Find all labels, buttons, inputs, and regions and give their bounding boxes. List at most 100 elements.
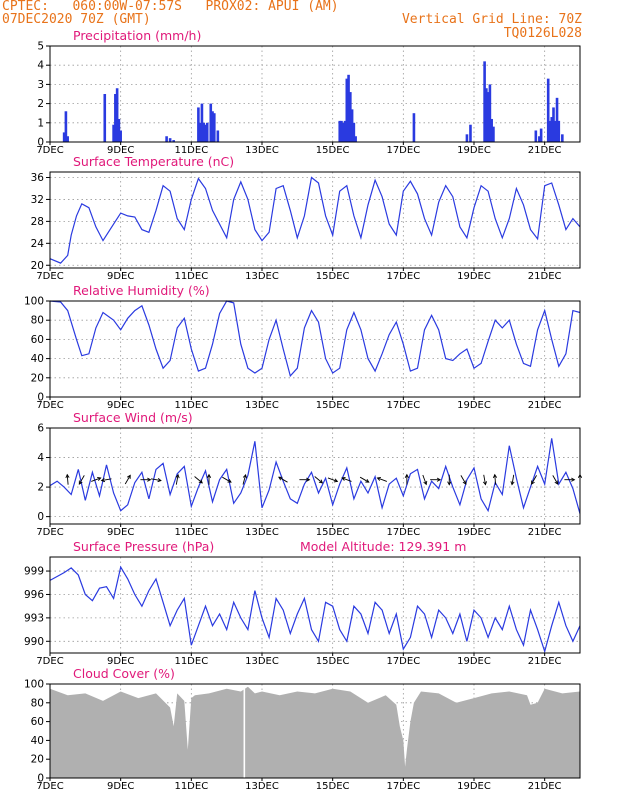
x-tick-label: 11DEC [174,145,208,156]
wind-arrow-shaft [314,476,323,484]
wind-arrow-head [531,480,535,485]
wind-arrow-head [447,481,452,486]
wind-arrow-head [510,481,515,486]
header-date-line: 07DEC2020 70Z (GMT) [2,12,151,27]
x-tick-label: 19DEC [457,400,491,411]
precip-bar [534,130,538,142]
wind-arrow [359,476,370,483]
y-tick-label: 4 [37,60,44,72]
x-tick-label: 7DEC [36,400,63,411]
model-altitude-label: Model Altitude: 129.391 m [300,539,466,554]
x-tick-label: 15DEC [316,400,350,411]
y-tick-label: 993 [24,612,44,624]
precip-bar [354,136,357,142]
panel-5: 0 20 40 60 80 100 7DEC 9DEC 11DEC 13DEC 15DEC 17DEC… [24,666,581,792]
y-tick-label: 24 [31,238,45,250]
precip-bar [343,120,347,142]
precip-bar [62,132,66,142]
precip-bar [469,124,472,142]
precip-bar [117,118,121,142]
y-tick-label: 0 [37,137,44,149]
y-tick-label: 100 [24,296,44,308]
y-tick-label: 20 [31,372,44,384]
wind-arrow-head [242,473,247,479]
x-tick-label: 17DEC [386,400,420,411]
x-tick-label: 11DEC [174,400,208,411]
panel-3: 0 2 4 6 7DEC 9DEC 11DEC 13DEC 15DEC 17DEC 19DEC 21D… [36,410,583,538]
precip-bar [115,88,119,142]
wind-arrow-shaft [483,474,486,485]
x-tick-label: 21DEC [528,145,562,156]
y-tick-label: 80 [31,315,44,327]
x-tick-label: 11DEC [174,781,208,792]
wind-arrow-head [462,480,467,485]
wind-arrow [460,475,467,485]
wind-arrow [278,476,288,483]
wind-arrow-head [227,478,232,483]
y-tick-label: 0 [37,511,44,523]
y-tick-label: 80 [31,697,44,709]
wind-arrow [482,474,488,486]
precip-bar [352,122,356,142]
precip-bar [553,120,557,142]
x-tick-label: 19DEC [457,271,491,282]
wind-arrow-shaft [101,478,112,482]
precip-bar [64,111,68,142]
wind-arrow-shaft [531,475,537,485]
y-tick-label: 40 [31,735,44,747]
precip-bar [168,138,172,142]
x-tick-label: 9DEC [107,400,134,411]
wind-arrow [299,477,311,482]
x-tick-label: 21DEC [528,400,562,411]
y-tick-label: 20 [31,260,44,272]
x-tick-label: 15DEC [316,781,350,792]
precip-bar [114,94,117,142]
series-line-1 [49,176,581,264]
wind-arrow-head [404,473,409,478]
wind-arrow [100,478,112,483]
precip-bar [490,118,493,142]
x-tick-label: 13DEC [245,271,279,282]
wind-arrow-shaft [511,474,515,485]
precip-bar [465,134,469,142]
x-tick-label: 13DEC [245,145,279,156]
precip-bar [557,120,561,142]
y-tick-label: 60 [31,716,44,728]
x-tick-label: 9DEC [107,271,134,282]
x-tick-label: 17DEC [386,656,420,667]
y-tick-label: 996 [24,589,44,601]
precip-bar [349,92,352,142]
panel-title: Surface Wind (m/s) [73,410,193,425]
wind-arrow-shaft [150,478,162,482]
x-tick-label: 11DEC [174,527,208,538]
model-code: TQ0126L028 [503,26,582,41]
wind-arrow [194,476,203,484]
wind-arrow [78,475,85,485]
panel-1: 20 24 28 32 36 7DEC 9DEC 11DEC 13DEC 15DEC 17DEC 19… [31,154,581,282]
wind-arrow [206,473,212,485]
wind-arrow [341,477,352,482]
wind-arrow-shaft [222,476,232,483]
wind-arrow [124,474,131,485]
wind-arrow-head [492,473,498,479]
y-tick-label: 60 [31,334,44,346]
precip-bar [538,136,541,142]
panel-2: 0 20 40 60 80 100 7DEC 9DEC 11DEC 13DEC 15DEC 17DEC… [24,283,581,411]
wind-arrow-head [65,473,70,479]
wind-arrow [492,473,498,485]
panel-frame [49,171,581,269]
y-tick-label: 1 [37,117,44,129]
wind-arrow-head [482,481,488,486]
precip-bar [216,130,220,142]
precip-bar [198,122,202,142]
wind-arrow [150,478,162,483]
wind-arrow-head [306,477,311,482]
x-tick-label: 13DEC [245,527,279,538]
precip-bar [211,111,214,142]
precip-bar [488,84,492,142]
wind-arrow-shaft [460,475,467,485]
precip-bar [486,92,490,142]
precip-bar [550,117,554,142]
y-tick-label: 3 [37,79,44,91]
precip-bar [213,113,216,142]
